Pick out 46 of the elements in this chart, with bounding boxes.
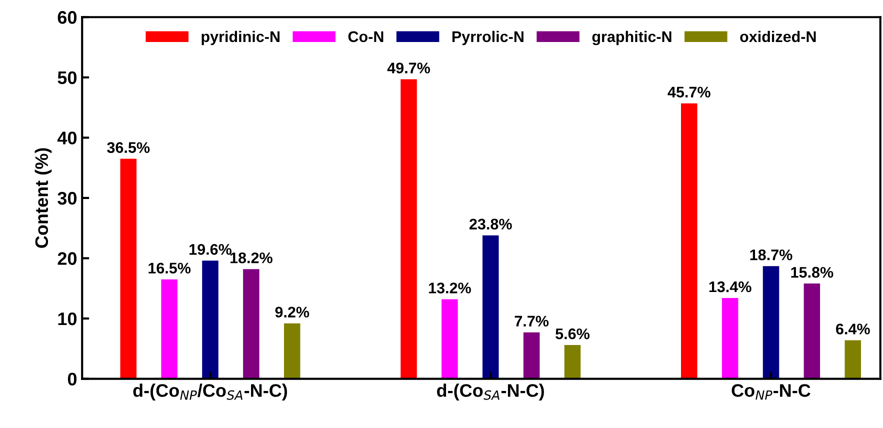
y-tick-label: 0 [68, 372, 77, 386]
x-tick-label: d-(Co$_{NP}$/Co$_{SA}$-N-C) [133, 384, 288, 400]
legend-label: graphitic-N [592, 30, 672, 46]
data-label: 13.2% [428, 282, 471, 294]
data-label: 49.7% [387, 62, 430, 74]
bar [722, 298, 738, 379]
data-label: 18.2% [230, 252, 272, 264]
bar [523, 332, 540, 379]
data-label: 45.7% [668, 86, 710, 98]
bar [762, 266, 780, 379]
data-label: 18.7% [750, 249, 792, 260]
y-tick-label: 60 [58, 11, 77, 24]
data-label: 36.5% [107, 142, 150, 153]
y-tick-label: 30 [58, 192, 77, 205]
bar [400, 79, 417, 379]
data-label: 7.7% [514, 316, 549, 327]
bar [442, 299, 458, 379]
bar [284, 323, 300, 379]
data-label: 23.8% [470, 218, 512, 230]
data-label: 15.8% [791, 266, 834, 278]
bar [161, 279, 178, 379]
x-tick-label: d-(Co$_{SA}$-N-C) [437, 384, 544, 400]
data-label: 5.6% [556, 328, 590, 340]
legend-label: pyridinic-N [202, 30, 280, 46]
bar [681, 103, 698, 379]
bar [120, 158, 137, 379]
bar [844, 340, 862, 379]
y-tick-label: 20 [58, 252, 77, 265]
bar [564, 345, 581, 379]
data-label: 6.4% [836, 324, 870, 334]
y-tick-label: 40 [57, 132, 77, 144]
bar [243, 269, 260, 379]
legend-label: Co-N [348, 31, 384, 42]
bar [804, 284, 820, 379]
bar [482, 235, 499, 379]
x-tick-label: Co$_{NP}$-N-C [732, 384, 810, 400]
legend-label: Pyrrolic-N [452, 30, 524, 46]
data-label: 13.4% [709, 281, 752, 292]
data-label: 19.6% [190, 244, 232, 255]
bar [202, 260, 218, 379]
y-tick-label: 50 [58, 71, 77, 84]
data-label: 16.5% [148, 262, 191, 274]
data-label: 9.2% [275, 306, 310, 318]
legend-label: oxidized-N [740, 30, 816, 42]
y-tick-label: 10 [58, 312, 77, 326]
y-axis-title: Content (%) [34, 148, 52, 248]
